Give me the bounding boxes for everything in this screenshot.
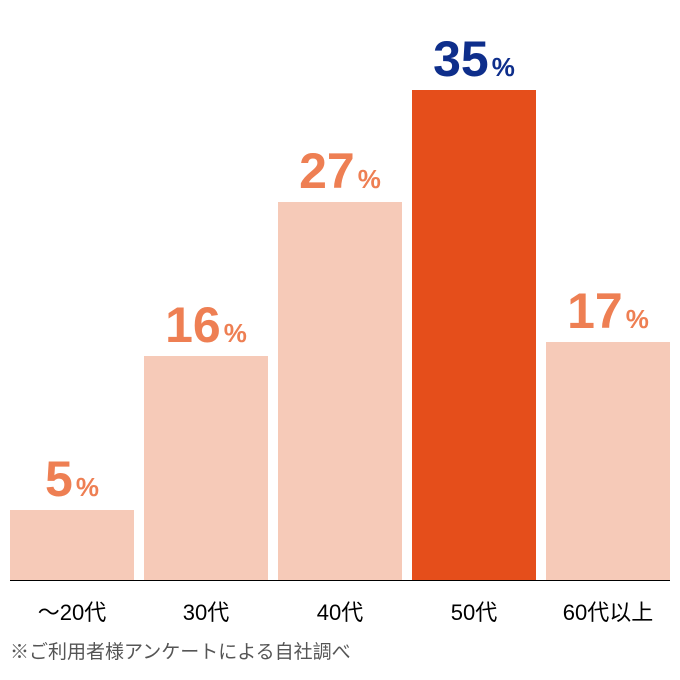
percent-sign: % bbox=[358, 166, 381, 192]
bar-value-label: 17% bbox=[567, 286, 649, 342]
bar-value-number: 5 bbox=[45, 454, 73, 504]
bar-value-label: 35% bbox=[433, 34, 515, 90]
bar-slot: 27% bbox=[278, 20, 402, 580]
bar-slot: 5% bbox=[10, 20, 134, 580]
bar: 35% bbox=[412, 90, 536, 580]
plot-area: 5%16%27%35%17% bbox=[10, 20, 670, 580]
bar-slot: 17% bbox=[546, 20, 670, 580]
x-axis-category: 50代 bbox=[412, 595, 536, 627]
x-axis-category: 〜20代 bbox=[10, 595, 134, 627]
bar: 5% bbox=[10, 510, 134, 580]
percent-sign: % bbox=[626, 306, 649, 332]
bar-value-label: 5% bbox=[45, 454, 99, 510]
x-axis-category: 60代以上 bbox=[546, 595, 670, 627]
footnote: ※ご利用者様アンケートによる自社調べ bbox=[10, 637, 670, 664]
bar-value-label: 27% bbox=[299, 146, 381, 202]
x-axis-baseline bbox=[10, 580, 670, 581]
x-axis-category: 30代 bbox=[144, 595, 268, 627]
bar-slot: 16% bbox=[144, 20, 268, 580]
bar-value-number: 17 bbox=[567, 286, 623, 336]
bar-value-number: 35 bbox=[433, 34, 489, 84]
x-axis-category: 40代 bbox=[278, 595, 402, 627]
percent-sign: % bbox=[224, 320, 247, 346]
bar: 16% bbox=[144, 356, 268, 580]
bar: 17% bbox=[546, 342, 670, 580]
x-axis-labels: 〜20代 30代 40代 50代 60代以上 bbox=[10, 595, 670, 627]
bar-value-number: 27 bbox=[299, 146, 355, 196]
bar: 27% bbox=[278, 202, 402, 580]
percent-sign: % bbox=[492, 54, 515, 80]
bar-slot: 35% bbox=[412, 20, 536, 580]
percent-sign: % bbox=[76, 474, 99, 500]
bar-value-label: 16% bbox=[165, 300, 247, 356]
bar-value-number: 16 bbox=[165, 300, 221, 350]
age-distribution-chart: 5%16%27%35%17% 〜20代30代40代50代60代以上 ※ご利用者様… bbox=[0, 0, 680, 680]
